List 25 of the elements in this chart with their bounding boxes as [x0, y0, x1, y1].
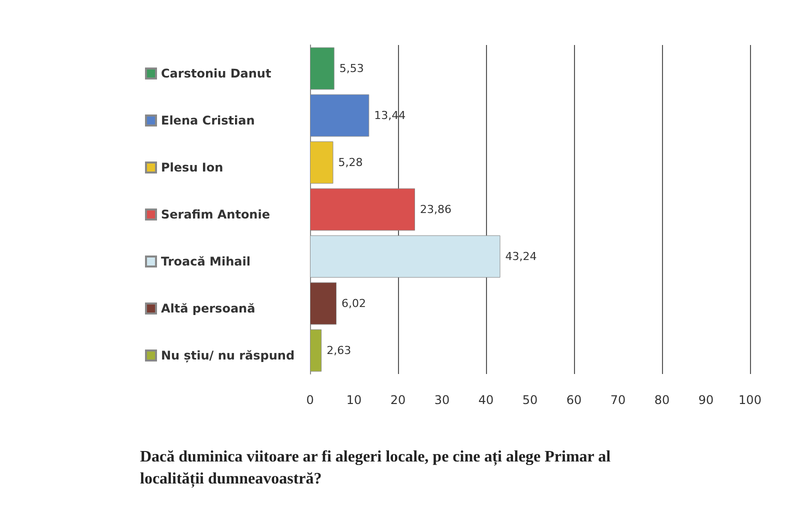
- x-tick-label: 50: [522, 393, 538, 407]
- x-tick-label: 20: [390, 393, 406, 407]
- x-tick-label: 70: [610, 393, 626, 407]
- legend-label: Nu știu/ nu răspund: [161, 348, 295, 362]
- legend-label: Plesu Ion: [161, 160, 224, 174]
- x-tick-label: 90: [698, 393, 714, 407]
- data-label: 43,24: [505, 250, 537, 263]
- legend-label: Troacă Mihail: [161, 254, 250, 268]
- data-label: 6,02: [341, 297, 366, 310]
- legend-label: Elena Cristian: [161, 114, 255, 128]
- x-tick-label: 0: [306, 393, 314, 407]
- x-tick-label: 10: [346, 393, 362, 407]
- data-label: 23,86: [420, 203, 452, 216]
- data-label: 2,63: [326, 344, 352, 357]
- text: Dacă duminica viitoare ar fi alegeri locale, pe cine ați alege Primar al localității dumneavoastră?: [140, 448, 615, 488]
- x-tick-label: 40: [478, 393, 494, 407]
- x-tick-label: 80: [654, 393, 670, 407]
- data-label: 5,28: [338, 156, 363, 169]
- data-label: 5,53: [339, 62, 364, 75]
- legend-label: Serafim Antonie: [161, 208, 270, 222]
- x-tick-label: 60: [566, 393, 582, 407]
- legend-label: Altă persoană: [161, 302, 256, 316]
- x-tick-label: 100: [738, 393, 762, 407]
- x-tick-label: 30: [434, 393, 450, 407]
- legend-label: Carstoniu Danut: [161, 66, 272, 80]
